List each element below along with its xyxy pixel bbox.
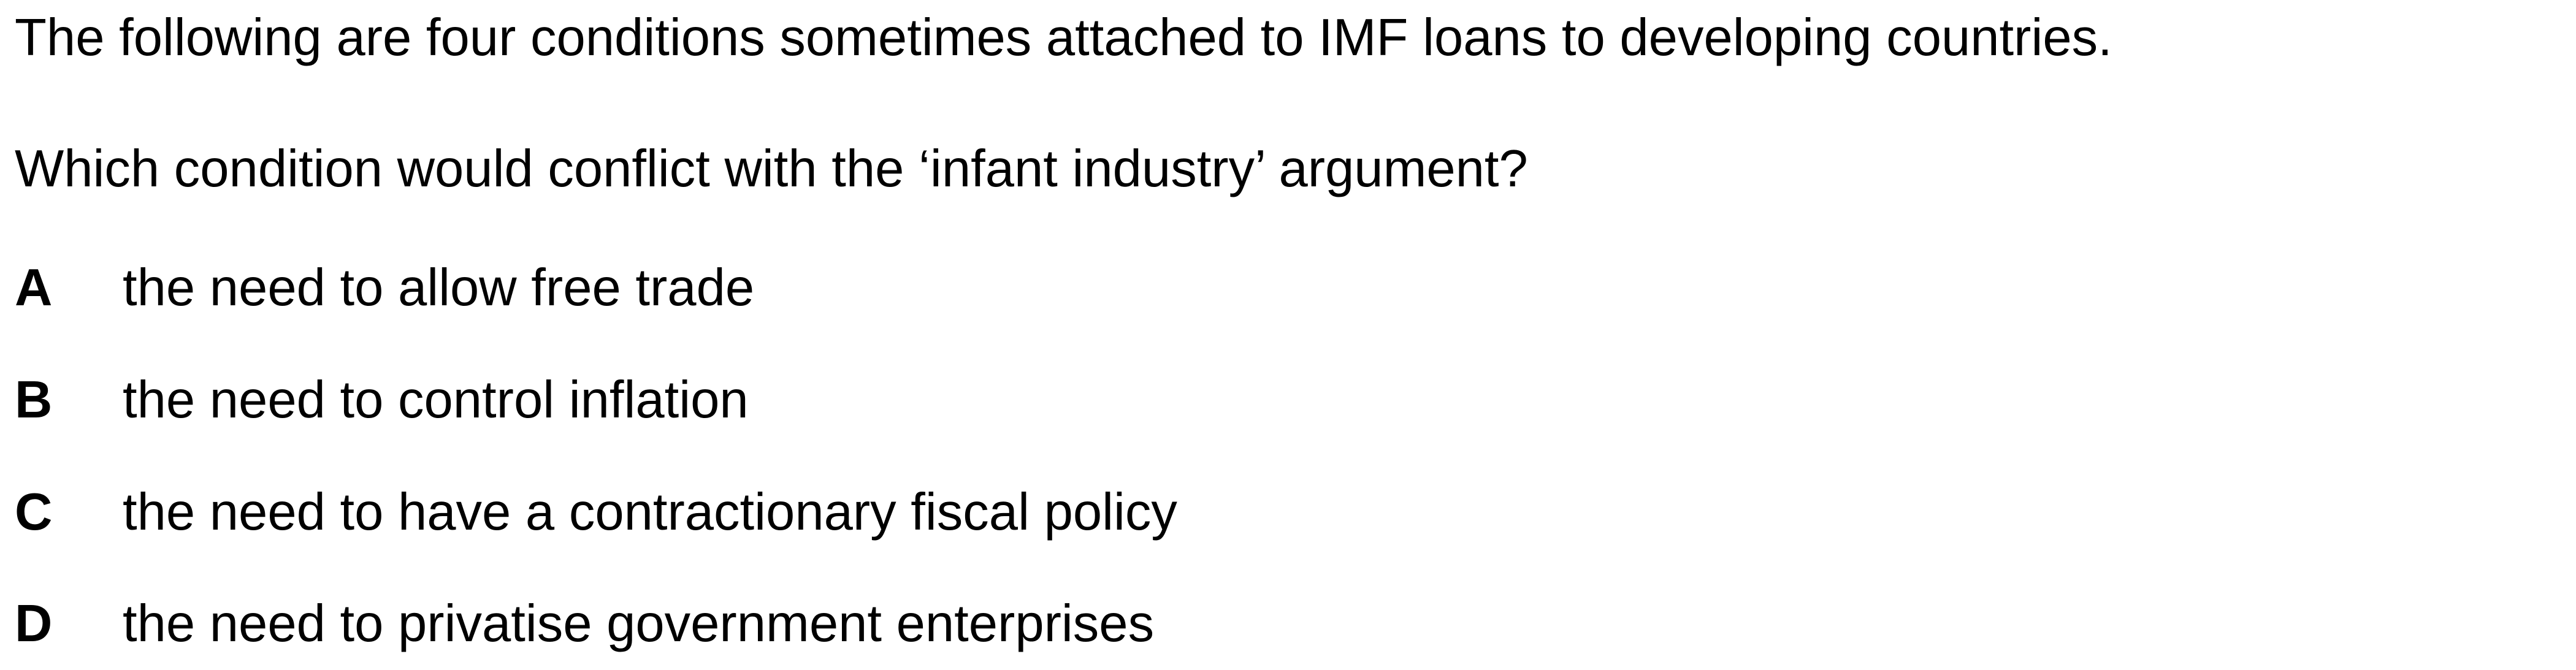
option-letter: D	[15, 595, 53, 653]
option-text: the need to control inflation	[123, 371, 749, 429]
option-letter: B	[15, 371, 53, 429]
option-letter: A	[15, 259, 53, 317]
option-text: the need to allow free trade	[123, 259, 755, 317]
option-text: the need to privatise government enterpr…	[123, 595, 1155, 653]
option-letter: C	[15, 483, 53, 541]
question-intro: The following are four conditions someti…	[15, 9, 2112, 67]
question-stem: Which condition would conflict with the …	[15, 140, 1528, 198]
option-text: the need to have a contractionary fiscal…	[123, 483, 1177, 541]
